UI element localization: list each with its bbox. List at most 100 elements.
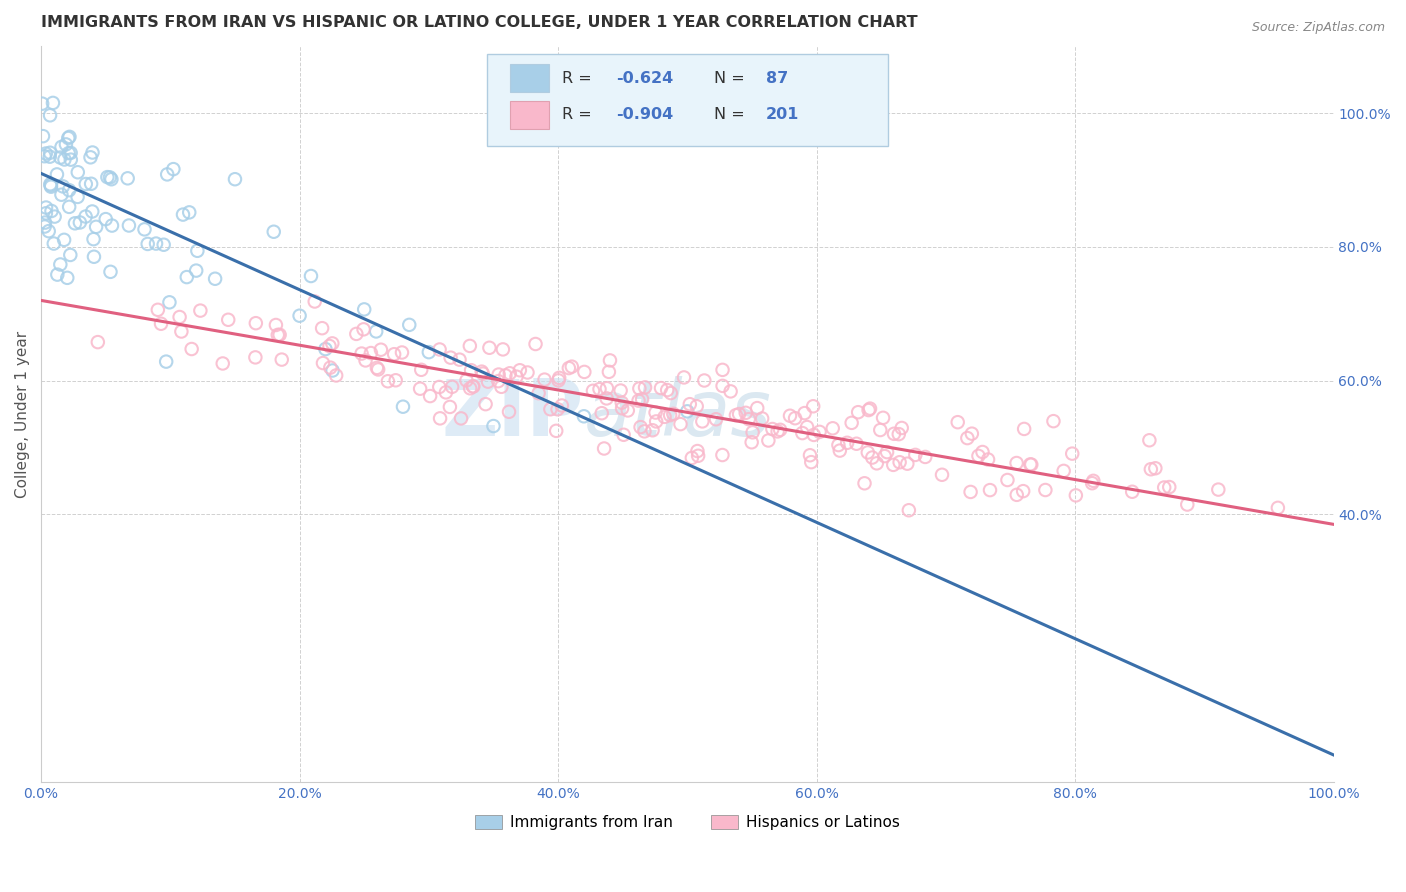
Point xyxy=(499,366,522,380)
Point xyxy=(997,473,1019,487)
Point xyxy=(41,204,63,219)
Point xyxy=(738,412,761,426)
Point xyxy=(441,380,464,394)
FancyBboxPatch shape xyxy=(510,101,548,128)
Point xyxy=(39,178,62,192)
Point xyxy=(574,365,596,379)
Point xyxy=(491,380,513,394)
Point xyxy=(245,316,267,330)
Point xyxy=(630,420,652,434)
Point xyxy=(896,457,918,471)
Point xyxy=(1159,480,1181,494)
Point xyxy=(58,129,80,144)
Text: 87: 87 xyxy=(766,70,789,86)
Point xyxy=(418,345,440,359)
Point xyxy=(498,405,520,419)
Point xyxy=(488,368,510,382)
Point xyxy=(366,360,388,375)
Point xyxy=(1042,414,1064,428)
Point xyxy=(162,162,184,177)
Point xyxy=(494,368,516,383)
Point xyxy=(856,445,879,459)
Point xyxy=(156,168,179,182)
Point xyxy=(644,406,666,420)
Point xyxy=(617,403,640,417)
Point xyxy=(42,95,65,110)
Point xyxy=(860,450,883,465)
Point xyxy=(304,294,326,309)
Text: N =: N = xyxy=(714,70,751,86)
Point xyxy=(384,373,406,387)
Point xyxy=(711,363,734,377)
Point xyxy=(463,379,485,393)
Point xyxy=(599,353,621,368)
Point xyxy=(42,236,65,251)
Point xyxy=(547,373,569,387)
Point xyxy=(186,263,208,277)
Point xyxy=(66,165,89,179)
Point xyxy=(314,342,336,356)
Point xyxy=(44,210,66,224)
Point xyxy=(711,379,734,393)
Point xyxy=(628,382,651,396)
Point xyxy=(83,250,105,264)
Point xyxy=(967,449,990,463)
Point xyxy=(35,206,58,220)
Point xyxy=(63,216,86,230)
Point xyxy=(959,485,981,500)
Point xyxy=(711,448,734,462)
Point xyxy=(876,445,898,459)
Point xyxy=(659,386,682,401)
Point xyxy=(79,150,101,164)
Point xyxy=(39,145,62,160)
Point xyxy=(779,409,801,423)
Point xyxy=(610,401,633,416)
Point xyxy=(350,346,373,360)
Point xyxy=(461,379,484,393)
Point xyxy=(170,325,193,339)
Point xyxy=(87,335,110,350)
Point xyxy=(704,412,727,426)
Point xyxy=(360,346,382,360)
Point xyxy=(887,427,910,442)
Point xyxy=(325,368,347,383)
Point xyxy=(492,343,515,357)
Point xyxy=(533,373,555,387)
Point xyxy=(728,407,751,421)
Point xyxy=(190,303,212,318)
Point xyxy=(692,414,714,428)
Point xyxy=(1019,458,1042,472)
Point xyxy=(66,190,89,204)
Point xyxy=(766,425,789,439)
Point xyxy=(741,425,763,440)
Point xyxy=(322,363,344,377)
Point xyxy=(1083,474,1105,488)
Point xyxy=(366,325,388,339)
Point xyxy=(1175,498,1198,512)
Point xyxy=(477,375,499,389)
Point xyxy=(486,374,509,388)
Point xyxy=(96,170,118,185)
Point xyxy=(509,363,531,377)
Point xyxy=(98,170,121,185)
Point xyxy=(150,317,173,331)
Point xyxy=(979,483,1001,497)
Point xyxy=(39,108,62,122)
Point xyxy=(769,423,792,437)
Point xyxy=(1137,434,1160,448)
Point xyxy=(429,411,451,425)
Point xyxy=(756,434,779,448)
Point xyxy=(46,168,69,182)
Point xyxy=(367,362,389,376)
Point xyxy=(53,233,76,247)
Point xyxy=(631,392,654,407)
Point xyxy=(845,436,868,450)
Point xyxy=(398,318,420,332)
Text: R =: R = xyxy=(562,70,596,86)
Point xyxy=(889,455,911,469)
Point xyxy=(474,397,496,411)
Point xyxy=(456,373,478,387)
Point xyxy=(783,411,806,425)
Point xyxy=(972,445,994,459)
Point xyxy=(633,425,655,439)
